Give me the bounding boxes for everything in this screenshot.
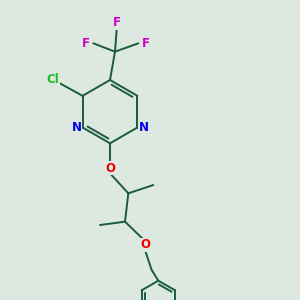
Text: F: F [82,37,90,50]
Text: F: F [142,37,150,50]
Text: N: N [138,121,148,134]
Text: Cl: Cl [46,73,59,86]
Text: F: F [113,16,121,29]
Text: O: O [140,238,150,251]
Text: N: N [72,121,82,134]
Text: O: O [105,162,115,175]
